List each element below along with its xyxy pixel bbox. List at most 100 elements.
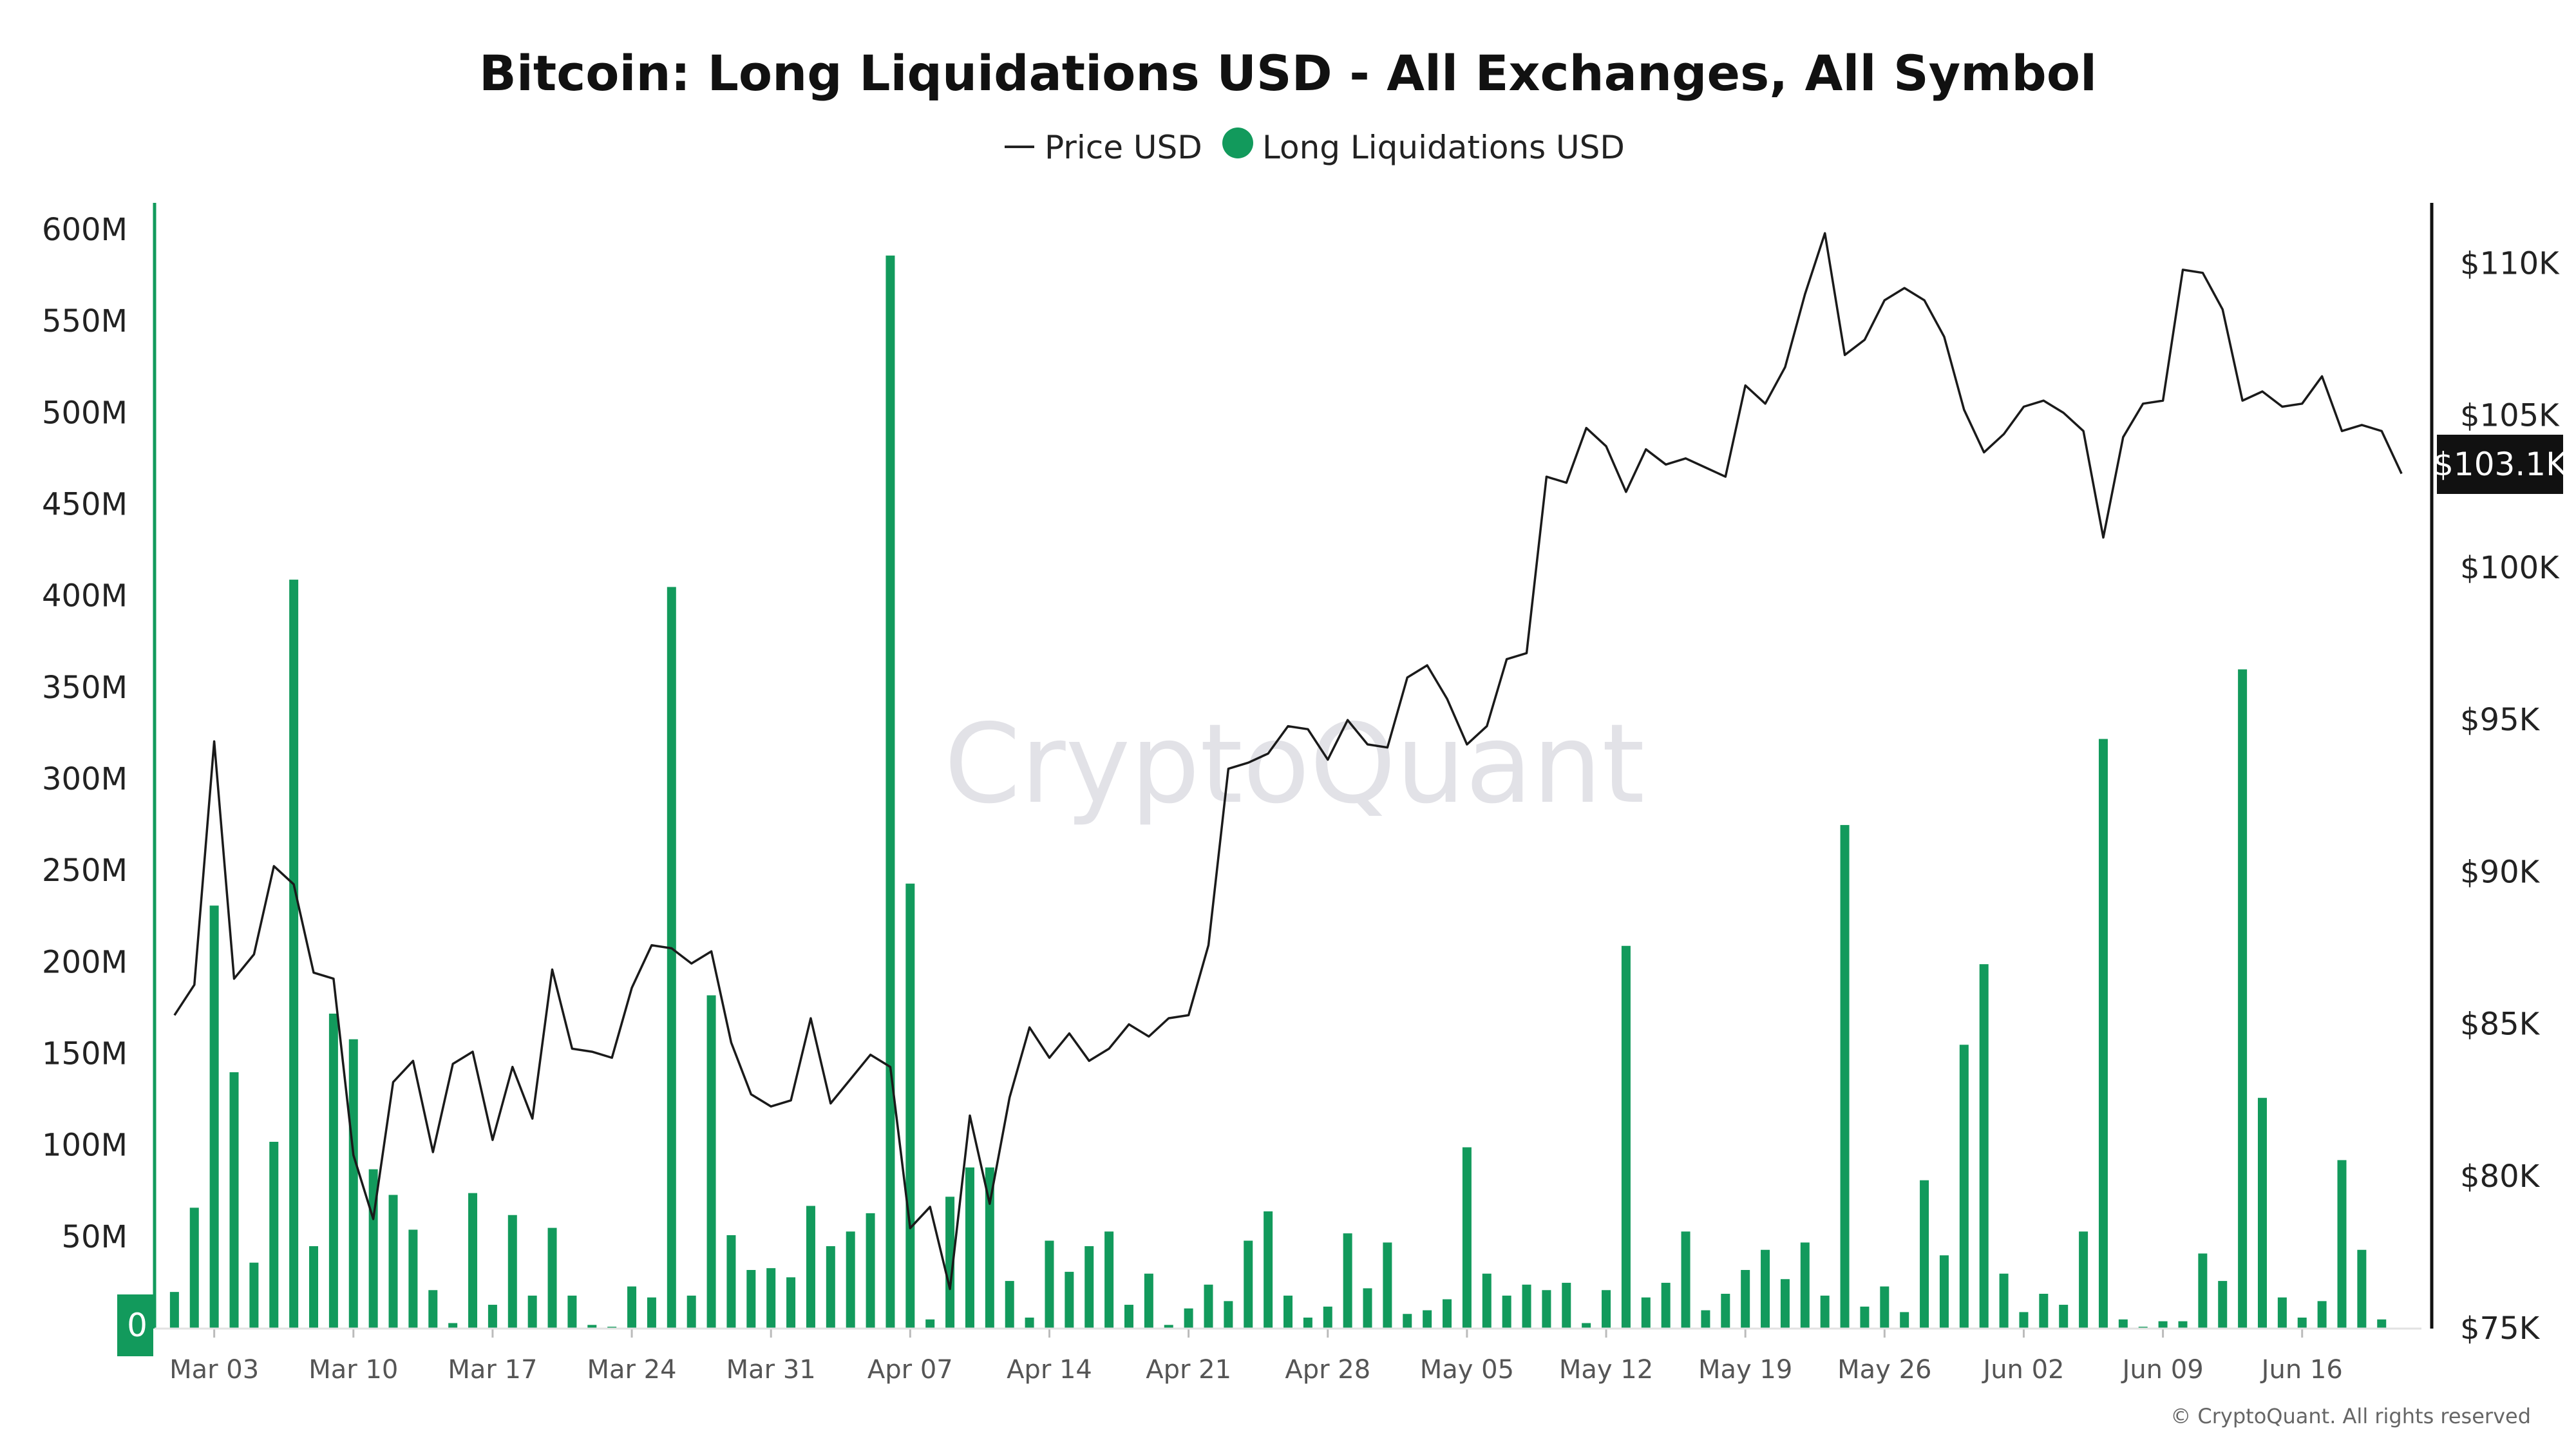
liquidation-bar bbox=[1363, 1288, 1372, 1329]
liquidation-bar bbox=[2118, 1319, 2128, 1329]
liquidation-bar bbox=[905, 884, 915, 1329]
left-tick-label: 350M bbox=[42, 670, 128, 706]
liquidation-bar bbox=[1124, 1305, 1133, 1329]
right-tick-label: $100K bbox=[2460, 550, 2560, 586]
liquidation-bar bbox=[866, 1213, 875, 1329]
liquidation-bar bbox=[1482, 1273, 1492, 1329]
liquidation-bar bbox=[1303, 1317, 1312, 1329]
liquidation-bar bbox=[1542, 1290, 1551, 1329]
left-tick-label: 150M bbox=[42, 1036, 128, 1072]
liquidation-bar bbox=[2098, 739, 2108, 1329]
liquidation-bar bbox=[488, 1305, 497, 1329]
liquidation-bar bbox=[846, 1231, 855, 1329]
legend: Price USD Long Liquidations USD bbox=[1005, 128, 1625, 166]
liquidation-bar bbox=[2218, 1281, 2228, 1329]
liquidation-bar bbox=[1443, 1299, 1452, 1329]
liquidation-bar bbox=[1343, 1233, 1352, 1329]
green-dot-legend-icon bbox=[1222, 128, 1253, 158]
right-axis-ticks: $75K $80K $85K $90K $95K $100K $105K $110K bbox=[2460, 245, 2560, 1347]
liquidation-bar bbox=[826, 1246, 835, 1329]
liquidation-bar bbox=[1005, 1281, 1014, 1329]
last-price-badge-bg bbox=[2437, 435, 2563, 494]
liquidation-bar bbox=[1999, 1273, 2009, 1329]
liquidation-bar bbox=[1244, 1240, 1253, 1329]
liquidation-bar bbox=[1939, 1255, 1949, 1329]
liquidation-bar bbox=[1741, 1270, 1750, 1329]
x-tick-label: Apr 07 bbox=[867, 1355, 953, 1385]
liquidation-bar bbox=[328, 1013, 338, 1329]
liquidation-bar bbox=[1880, 1286, 1889, 1329]
liquidation-bar bbox=[2238, 669, 2248, 1329]
liquidation-bar bbox=[886, 255, 895, 1329]
liquidation-bar bbox=[1065, 1271, 1074, 1329]
liquidation-bar bbox=[1502, 1295, 1511, 1329]
liquidation-bar bbox=[1204, 1284, 1213, 1329]
last-price-badge: $103.1K bbox=[2433, 435, 2568, 494]
legend-item-long-liquidations[interactable]: Long Liquidations USD bbox=[1222, 128, 1625, 166]
last-price-badge-label: $103.1K bbox=[2433, 446, 2568, 483]
right-tick-label: $90K bbox=[2460, 854, 2541, 890]
x-tick-label: May 19 bbox=[1698, 1355, 1792, 1385]
zero-badge: 0 bbox=[117, 1294, 153, 1356]
liquidation-bar bbox=[1621, 945, 1631, 1329]
liquidation-bar bbox=[2257, 1097, 2267, 1329]
x-tick-label: Apr 14 bbox=[1007, 1355, 1092, 1385]
liquidation-bar bbox=[2039, 1293, 2049, 1329]
x-tick-label: Mar 03 bbox=[169, 1355, 259, 1385]
x-tick-label: Mar 10 bbox=[308, 1355, 398, 1385]
liquidation-bar bbox=[786, 1277, 796, 1329]
liquidation-bar bbox=[1184, 1308, 1193, 1329]
liquidation-bar bbox=[1283, 1295, 1293, 1329]
liquidation-bar bbox=[1820, 1295, 1830, 1329]
liquidation-bar bbox=[1323, 1306, 1332, 1329]
x-tick-label: Jun 02 bbox=[1981, 1355, 2064, 1385]
liquidation-bar bbox=[1800, 1242, 1810, 1329]
liquidation-bar bbox=[1084, 1246, 1094, 1329]
liquidation-bar bbox=[348, 1039, 358, 1329]
x-axis-ticks: Mar 03 Mar 10 Mar 17 Mar 24 Mar 31 Apr 07 Apr … bbox=[169, 1329, 2343, 1385]
liquidation-bar bbox=[1920, 1180, 1929, 1329]
liquidation-bar bbox=[1522, 1284, 1531, 1329]
right-tick-label: $110K bbox=[2460, 245, 2560, 281]
left-axis-ticks: 50M 100M 150M 200M 250M 300M 350M 400M 450M 500M 5… bbox=[42, 212, 128, 1255]
liquidation-bar bbox=[468, 1193, 478, 1329]
legend-item-price[interactable]: Price USD bbox=[1005, 129, 1202, 166]
liquidation-bar bbox=[1582, 1323, 1591, 1329]
liquidation-bar bbox=[746, 1270, 756, 1329]
liquidation-bar bbox=[1840, 825, 1850, 1329]
liquidation-bar bbox=[1224, 1301, 1233, 1329]
x-tick-label: Jun 09 bbox=[2121, 1355, 2204, 1385]
left-tick-label: 100M bbox=[42, 1128, 128, 1164]
liquidation-bar bbox=[1979, 964, 1989, 1329]
liquidation-bar bbox=[627, 1286, 637, 1329]
liquidation-bar bbox=[2178, 1321, 2188, 1329]
liquidation-bar bbox=[269, 1141, 279, 1329]
liquidation-bar bbox=[1900, 1312, 1909, 1329]
copyright: © CryptoQuant. All rights reserved bbox=[2170, 1404, 2531, 1428]
liquidation-bar bbox=[1562, 1282, 1571, 1329]
liquidation-bar bbox=[1761, 1249, 1770, 1329]
liquidation-bar bbox=[2019, 1312, 2029, 1329]
zero-badge-bg bbox=[117, 1294, 153, 1356]
liquidation-bar bbox=[925, 1319, 935, 1329]
legend-label-long-liquidations: Long Liquidations USD bbox=[1262, 129, 1625, 166]
liquidation-bar bbox=[388, 1195, 398, 1329]
liquidation-bar bbox=[448, 1323, 458, 1329]
liquidation-bar bbox=[1641, 1297, 1651, 1329]
left-tick-label: 500M bbox=[42, 395, 128, 431]
liquidation-bar bbox=[1383, 1242, 1392, 1329]
right-tick-label: $80K bbox=[2460, 1159, 2541, 1195]
liquidation-bar bbox=[1264, 1211, 1273, 1329]
x-tick-label: Apr 21 bbox=[1146, 1355, 1231, 1385]
liquidation-bar bbox=[1701, 1310, 1710, 1329]
liquidation-bar bbox=[687, 1295, 696, 1329]
liquidation-bar bbox=[229, 1072, 239, 1329]
left-tick-label: 550M bbox=[42, 303, 128, 339]
liquidation-bar bbox=[189, 1208, 199, 1329]
liquidation-bar bbox=[667, 587, 676, 1329]
liquidation-bar bbox=[2277, 1297, 2287, 1329]
right-tick-label: $75K bbox=[2460, 1311, 2541, 1347]
liquidation-bar bbox=[527, 1295, 537, 1329]
liquidation-bar bbox=[726, 1235, 736, 1329]
